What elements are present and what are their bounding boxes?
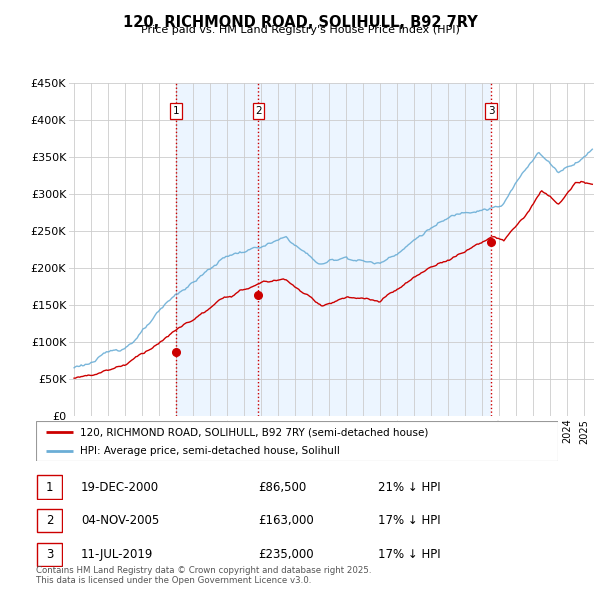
Text: 2: 2 (255, 106, 262, 116)
Text: Contains HM Land Registry data © Crown copyright and database right 2025.
This d: Contains HM Land Registry data © Crown c… (36, 566, 371, 585)
Text: £86,500: £86,500 (258, 480, 306, 494)
Text: 2: 2 (46, 514, 53, 527)
Text: 11-JUL-2019: 11-JUL-2019 (81, 548, 154, 561)
Text: 21% ↓ HPI: 21% ↓ HPI (378, 480, 440, 494)
Text: 3: 3 (46, 548, 53, 561)
Bar (176, 83, 491, 416)
Text: 17% ↓ HPI: 17% ↓ HPI (378, 514, 440, 527)
Text: 17% ↓ HPI: 17% ↓ HPI (378, 548, 440, 561)
Text: 19-DEC-2000: 19-DEC-2000 (81, 480, 159, 494)
Text: 1: 1 (173, 106, 179, 116)
Text: HPI: Average price, semi-detached house, Solihull: HPI: Average price, semi-detached house,… (80, 445, 340, 455)
Text: 120, RICHMOND ROAD, SOLIHULL, B92 7RY: 120, RICHMOND ROAD, SOLIHULL, B92 7RY (122, 15, 478, 30)
Text: 120, RICHMOND ROAD, SOLIHULL, B92 7RY (semi-detached house): 120, RICHMOND ROAD, SOLIHULL, B92 7RY (s… (80, 427, 429, 437)
Text: £163,000: £163,000 (258, 514, 314, 527)
Text: Price paid vs. HM Land Registry's House Price Index (HPI): Price paid vs. HM Land Registry's House … (140, 25, 460, 35)
Text: 04-NOV-2005: 04-NOV-2005 (81, 514, 159, 527)
Text: £235,000: £235,000 (258, 548, 314, 561)
Text: 1: 1 (46, 480, 53, 494)
Text: 3: 3 (488, 106, 494, 116)
